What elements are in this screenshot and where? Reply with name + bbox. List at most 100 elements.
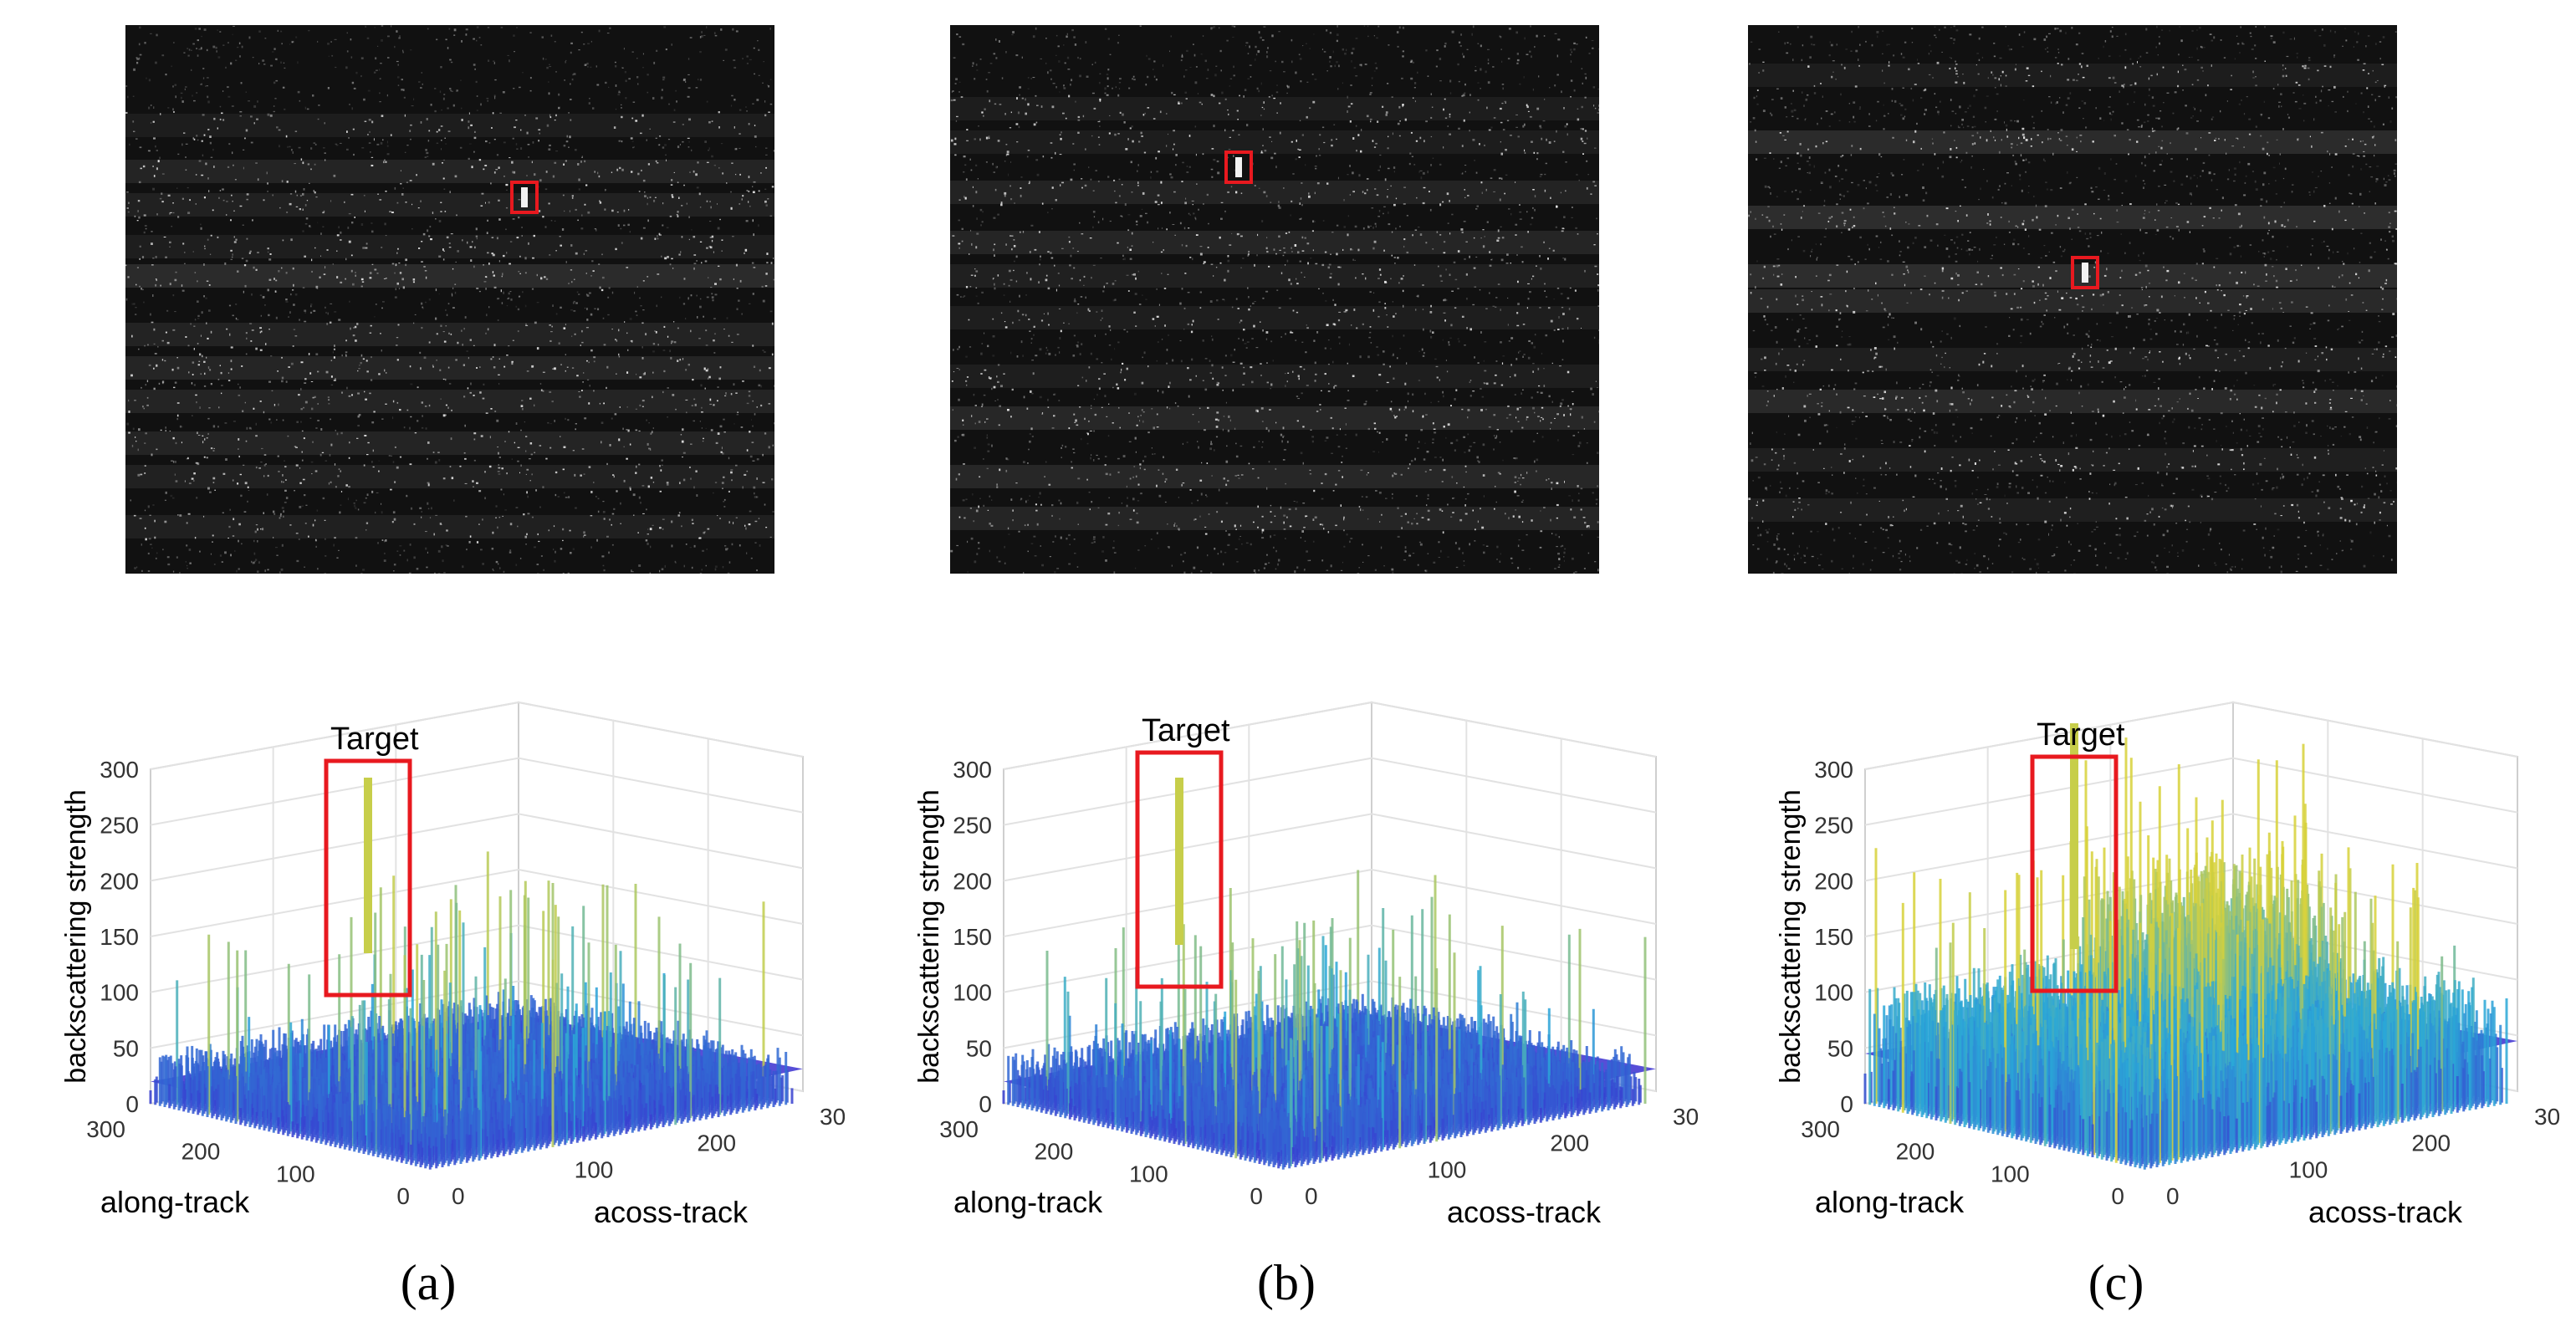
along-tick-label: 200 <box>1035 1139 1074 1165</box>
caption-c: (c) <box>2088 1255 2144 1310</box>
z-tick-label: 50 <box>1827 1035 1853 1061</box>
sonar-image-b <box>950 25 1599 574</box>
z-tick-label: 100 <box>100 980 139 1006</box>
sonar-band <box>125 114 774 137</box>
across-tick-label: 0 <box>1305 1183 1318 1209</box>
sonar-band <box>125 264 774 288</box>
across-tick-label: 300 <box>1673 1104 1698 1130</box>
target-label: Target <box>2037 717 2125 753</box>
along-axis-label: along-track <box>1815 1185 1965 1219</box>
z-tick-label: 150 <box>100 924 139 950</box>
surface-plot-b: Target 0 50 100 150 200 250 300 backscattering s… <box>913 701 1698 1229</box>
z-tick-label: 250 <box>953 813 992 839</box>
across-axis-label: acoss-track <box>2308 1195 2463 1229</box>
z-tick-label: 0 <box>1840 1091 1853 1117</box>
sonar-band <box>950 406 1599 430</box>
target-echo <box>521 187 528 207</box>
target-label: Target <box>1142 713 1230 748</box>
axes-box <box>1003 701 1657 1105</box>
z-tick-label: 150 <box>1814 924 1853 950</box>
along-tick-label: 300 <box>939 1116 979 1142</box>
sonar-canvas-b <box>950 25 1599 574</box>
target-box <box>1224 151 1253 184</box>
z-tick-label: 300 <box>953 757 992 783</box>
z-tick-label: 250 <box>100 813 139 839</box>
caption-a: (a) <box>400 1255 457 1310</box>
sonar-image-a <box>125 25 774 574</box>
sonar-band <box>950 181 1599 204</box>
sonar-canvas-c <box>1748 25 2397 574</box>
along-tick-label: 200 <box>1896 1139 1935 1165</box>
along-tick-label: 200 <box>181 1139 221 1165</box>
target-box <box>2071 256 2099 289</box>
sonar-band <box>125 193 774 217</box>
sonar-band <box>1748 390 2397 413</box>
sonar-band <box>1748 498 2397 522</box>
target-box <box>1135 750 1224 989</box>
target-label: Target <box>330 722 419 757</box>
sonar-band <box>1748 448 2397 472</box>
z-tick-label: 150 <box>953 924 992 950</box>
sonar-band <box>950 306 1599 329</box>
sonar-speckle <box>1748 25 2397 574</box>
z-gridline <box>1003 701 1657 770</box>
z-tick-label: 300 <box>1814 757 1853 783</box>
caption-b: (b) <box>1257 1255 1316 1310</box>
z-gridline <box>1864 701 2518 770</box>
surface <box>149 851 803 1170</box>
sonar-band <box>1748 289 2397 313</box>
across-tick-label: 300 <box>2534 1104 2559 1130</box>
target-box <box>324 758 412 998</box>
target-box <box>510 181 539 214</box>
sonar-band <box>125 515 774 538</box>
surface <box>1863 737 2517 1170</box>
sonar-band <box>125 356 774 380</box>
sonar-band <box>1748 206 2397 229</box>
z-tick-label: 300 <box>100 757 139 783</box>
surface-plot-a: Target 0 50 100 150 200 250 300 backscattering s… <box>60 701 845 1229</box>
z-tick-label: 100 <box>953 980 992 1006</box>
z-tick-label: 100 <box>1814 980 1853 1006</box>
z-axis-label: backscattering strength <box>913 789 945 1084</box>
across-tick-label: 200 <box>697 1130 736 1156</box>
sonar-band <box>1748 64 2397 87</box>
across-tick-label: 200 <box>1550 1130 1589 1156</box>
sonar-image-c <box>1748 25 2397 574</box>
along-axis-label: along-track <box>100 1185 250 1219</box>
across-tick-label: 300 <box>820 1104 845 1130</box>
along-tick-label: 0 <box>1250 1183 1263 1209</box>
surface <box>1002 870 1656 1170</box>
surface-plot-c: Target 0 50 100 150 200 250 300 backscattering s… <box>1775 701 2559 1229</box>
along-tick-label: 0 <box>396 1183 410 1209</box>
z-tick-label: 250 <box>1814 813 1853 839</box>
sonar-band <box>125 323 774 346</box>
sonar-band <box>125 431 774 455</box>
sonar-band <box>1748 348 2397 371</box>
z-tick-label: 50 <box>966 1035 992 1061</box>
sonar-band <box>950 264 1599 288</box>
sonar-band <box>125 235 774 258</box>
z-tick-label: 200 <box>953 868 992 894</box>
sonar-speckle <box>125 25 774 574</box>
z-tick-label: 200 <box>1814 868 1853 894</box>
z-tick-label: 0 <box>979 1091 992 1117</box>
across-axis-label: acoss-track <box>1447 1195 1602 1229</box>
across-tick-label: 0 <box>2166 1183 2180 1209</box>
target-echo <box>1235 157 1242 177</box>
across-tick-label: 200 <box>2411 1130 2451 1156</box>
sonar-speckle <box>950 25 1599 574</box>
sonar-band <box>950 465 1599 488</box>
across-tick-label: 100 <box>575 1156 614 1182</box>
along-tick-label: 0 <box>2111 1183 2124 1209</box>
z-tick-label: 0 <box>125 1091 139 1117</box>
along-tick-label: 300 <box>1801 1116 1840 1142</box>
sonar-band <box>125 465 774 488</box>
sonar-band <box>125 160 774 183</box>
along-axis-label: along-track <box>953 1185 1103 1219</box>
sonar-band <box>950 130 1599 154</box>
across-axis-label: acoss-track <box>594 1195 749 1229</box>
z-tick-label: 200 <box>100 868 139 894</box>
across-tick-label: 100 <box>1428 1156 1467 1182</box>
target-echo <box>2082 263 2088 283</box>
sonar-canvas-a <box>125 25 774 574</box>
